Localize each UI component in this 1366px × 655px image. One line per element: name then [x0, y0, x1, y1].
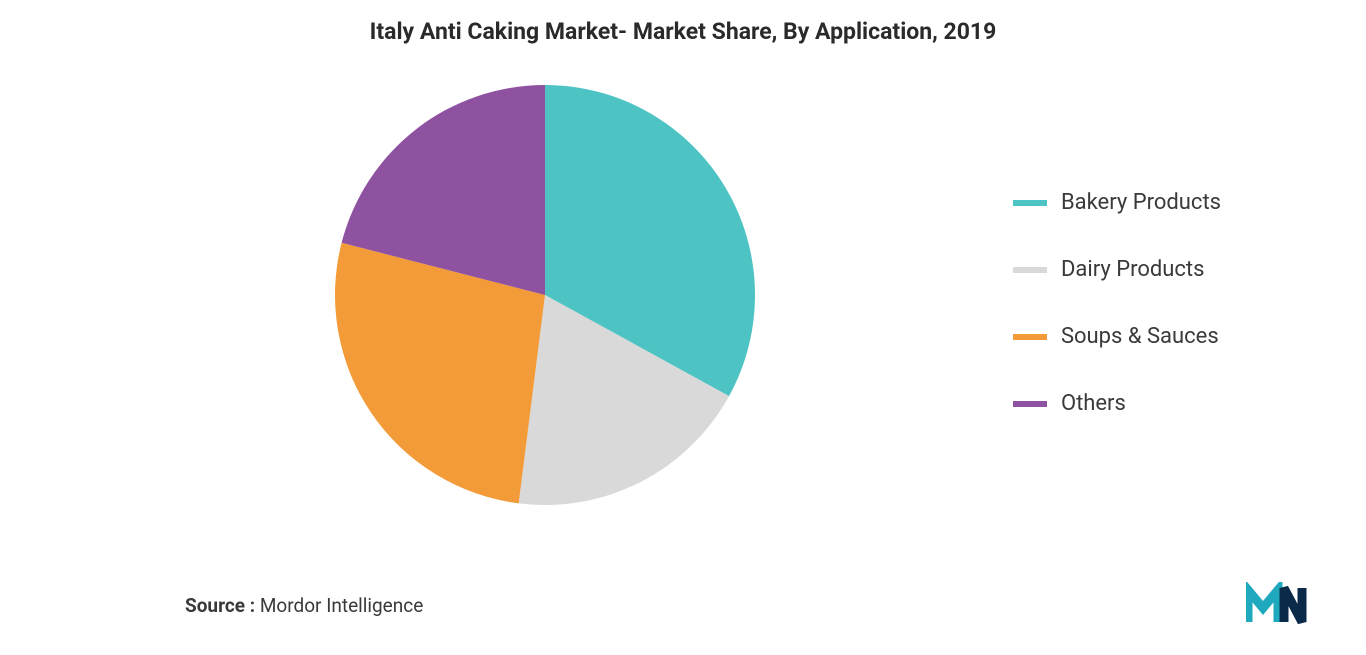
legend-label: Others [1061, 391, 1126, 416]
chart-title: Italy Anti Caking Market- Market Share, … [0, 0, 1366, 45]
source-value: Mordor Intelligence [260, 594, 423, 617]
mordor-logo-icon [1246, 582, 1316, 627]
source-label: Source : [185, 594, 255, 617]
legend-label: Soups & Sauces [1061, 324, 1219, 349]
legend-label: Bakery Products [1061, 190, 1221, 215]
legend: Bakery Products Dairy Products Soups & Sau… [1013, 190, 1221, 416]
source-attribution: Source : Mordor Intelligence [185, 594, 423, 617]
legend-swatch [1013, 200, 1047, 206]
legend-swatch [1013, 267, 1047, 273]
legend-swatch [1013, 401, 1047, 407]
legend-swatch [1013, 334, 1047, 340]
legend-label: Dairy Products [1061, 257, 1205, 282]
legend-item: Soups & Sauces [1013, 324, 1221, 349]
legend-item: Others [1013, 391, 1221, 416]
legend-item: Bakery Products [1013, 190, 1221, 215]
chart-area: Bakery Products Dairy Products Soups & Sau… [0, 60, 1366, 560]
pie-chart [330, 80, 760, 510]
legend-item: Dairy Products [1013, 257, 1221, 282]
